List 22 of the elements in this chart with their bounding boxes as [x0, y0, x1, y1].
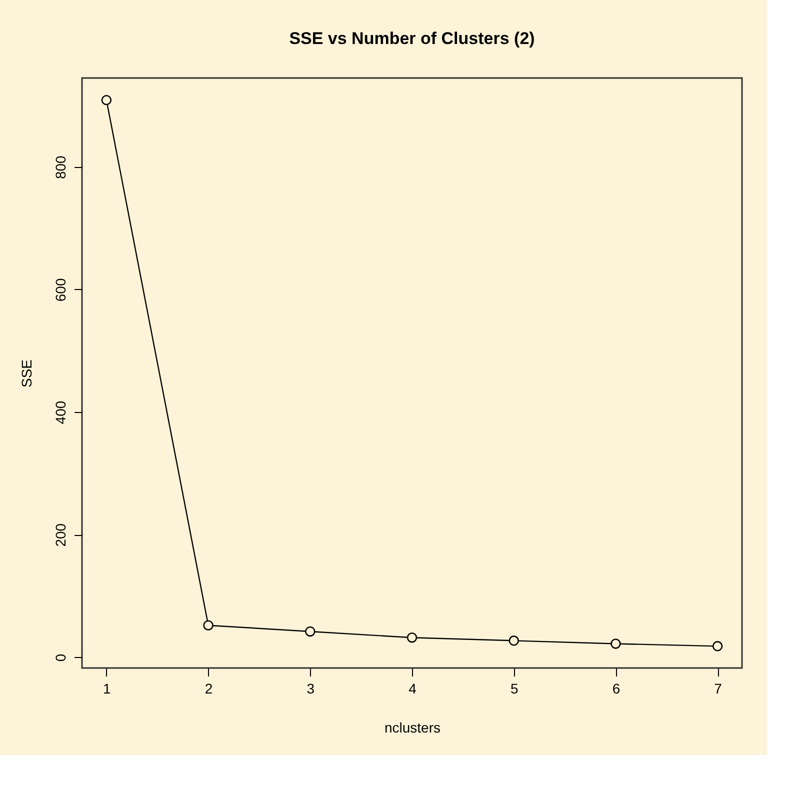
x-tick-label: 2 — [204, 680, 213, 696]
point — [712, 641, 723, 652]
point — [406, 632, 418, 643]
y-tick-label: 400 — [52, 400, 68, 424]
x-tick-label: 3 — [306, 680, 315, 696]
x-tick-label: 7 — [714, 680, 722, 696]
y-tick-label: 800 — [52, 155, 68, 180]
point — [305, 626, 316, 637]
x-tick-label: 1 — [103, 680, 112, 696]
x-tick-label: 5 — [510, 680, 518, 696]
y-axis-title: SSE — [18, 359, 34, 388]
x-tick-label: 6 — [612, 680, 620, 696]
point — [101, 94, 112, 106]
point — [203, 620, 214, 630]
y-tick-label: 0 — [52, 654, 68, 662]
x-axis-title: nclusters — [384, 720, 441, 736]
point — [508, 636, 519, 646]
point — [610, 638, 621, 649]
x-tick-label: 4 — [408, 680, 417, 696]
y-tick-label: 600 — [52, 278, 68, 302]
y-tick-label: 200 — [52, 523, 68, 547]
chart-title: SSE vs Number of Clusters (2) — [289, 29, 535, 48]
